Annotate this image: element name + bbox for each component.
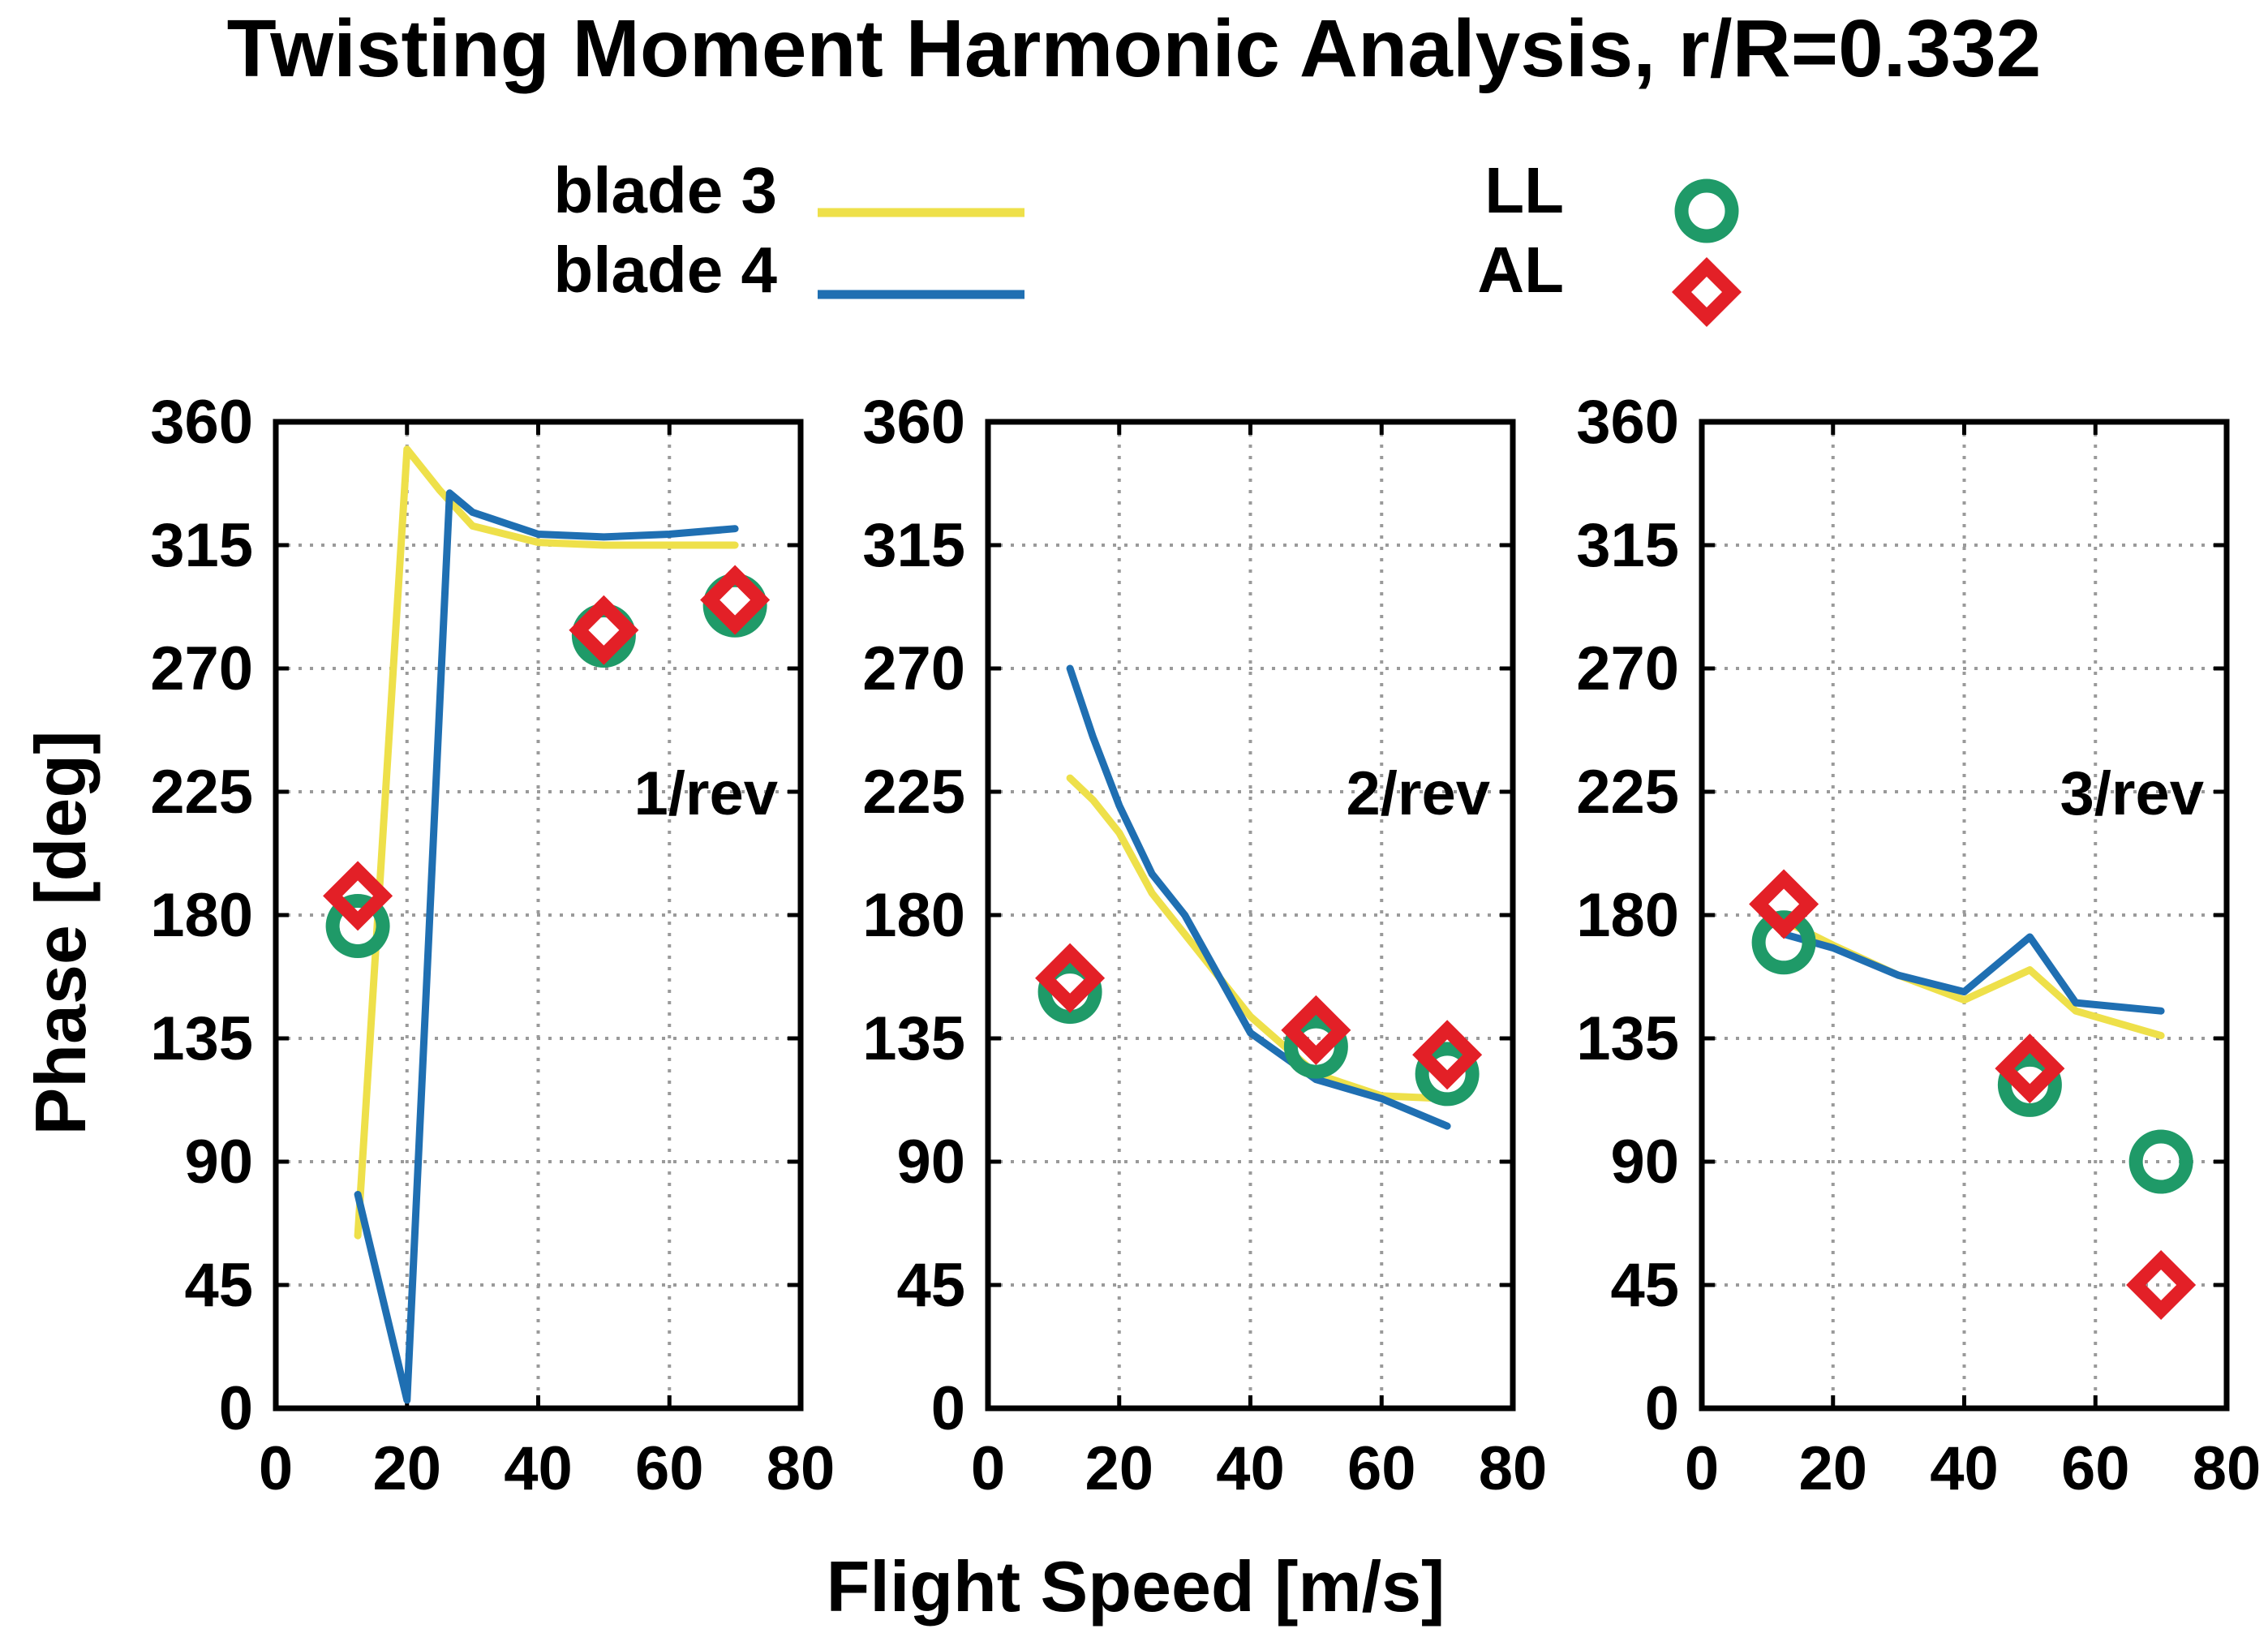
x-tick-label: 0 (971, 1434, 1005, 1503)
y-tick-label: 135 (862, 1004, 965, 1073)
y-tick-label: 315 (862, 511, 965, 580)
y-tick-label: 135 (150, 1004, 253, 1073)
ll-point (1037, 960, 1102, 1025)
al-point (1412, 1020, 1483, 1090)
x-tick-label: 60 (635, 1434, 704, 1503)
y-tick-label: 90 (184, 1128, 253, 1197)
panel-label: 3/rev (2060, 759, 2205, 828)
x-tick-label: 40 (1216, 1434, 1285, 1503)
chart-title: Twisting Moment Harmonic Analysis, r/R=0… (227, 3, 2042, 94)
y-tick-label: 45 (184, 1251, 253, 1320)
x-tick-label: 20 (372, 1434, 441, 1503)
y-tick-label: 0 (1645, 1374, 1679, 1443)
series-line-blade-4 (354, 489, 739, 1404)
x-tick-label: 40 (504, 1434, 573, 1503)
x-tick-label: 40 (1930, 1434, 1999, 1503)
x-axis-label: Flight Speed [m/s] (827, 1546, 1445, 1627)
al-point (1035, 943, 1106, 1013)
y-tick-label: 180 (1576, 881, 1679, 950)
ll-point (1751, 910, 1816, 975)
y-tick-label: 270 (862, 634, 965, 703)
legend-label-al: AL (1477, 234, 1564, 306)
y-tick-label: 360 (862, 388, 965, 457)
al-point (323, 861, 393, 931)
plot-frame (985, 419, 1516, 1412)
al-point (700, 565, 771, 635)
panel-label: 1/rev (634, 759, 779, 828)
legend-marker-al (1671, 256, 1742, 328)
y-tick-label: 0 (219, 1374, 253, 1443)
panel-1: 0 45 90 135 180 225 270 315 360 0 20 40 60 80 1/rev (150, 388, 835, 1503)
ll-point (325, 894, 390, 959)
legend: blade 3 blade 4 LL AL (553, 154, 1742, 328)
ll-point (2128, 1129, 2193, 1194)
ll-point (1283, 1014, 1348, 1079)
x-tick-label: 20 (1085, 1434, 1153, 1503)
y-tick-label: 225 (1576, 758, 1679, 827)
x-tick-label: 0 (1685, 1434, 1719, 1503)
y-tick-label: 270 (1576, 634, 1679, 703)
x-tick-label: 0 (259, 1434, 293, 1503)
y-tick-label: 0 (931, 1374, 965, 1443)
x-tick-label: 20 (1798, 1434, 1867, 1503)
plot-frame (1699, 419, 2230, 1412)
ll-point (1415, 1042, 1480, 1107)
legend-label-blade-4: blade 4 (553, 234, 777, 306)
panels: 0 45 90 135 180 225 270 315 360 0 20 40 60 80 1/rev 0 45… (150, 388, 2261, 1503)
x-tick-label: 80 (1479, 1434, 1548, 1503)
series-line-blade-4 (1780, 930, 2165, 1015)
series-line-blade-3 (1780, 917, 2165, 1040)
al-point (2126, 1249, 2197, 1321)
legend-label-blade-3: blade 3 (553, 154, 777, 226)
panel-2: 0 45 90 135 180 225 270 315 360 0 20 40 60 80 2/rev (862, 388, 1547, 1503)
y-tick-label: 225 (862, 758, 965, 827)
series-line-blade-3 (354, 445, 739, 1240)
al-point (569, 595, 639, 665)
y-tick-label: 135 (1576, 1004, 1679, 1073)
ll-point (1997, 1052, 2062, 1117)
al-point (1995, 1034, 2065, 1104)
x-tick-label: 80 (2193, 1434, 2262, 1503)
y-tick-label: 360 (1576, 388, 1679, 457)
al-point (1749, 869, 1819, 939)
y-tick-label: 45 (1610, 1251, 1679, 1320)
legend-label-ll: LL (1484, 154, 1564, 226)
y-tick-label: 90 (1610, 1128, 1679, 1197)
y-tick-label: 45 (896, 1251, 965, 1320)
plot-frame (273, 419, 804, 1412)
panel-label: 2/rev (1347, 759, 1491, 828)
panel-3: 0 45 90 135 180 225 270 315 360 0 20 40 60 80 3/rev (1576, 388, 2261, 1503)
series-line-blade-4 (1066, 664, 1451, 1130)
y-tick-label: 90 (896, 1128, 965, 1197)
al-point (1281, 995, 1351, 1065)
legend-marker-ll (1674, 178, 1739, 243)
y-axis-label: Phase [deg] (20, 731, 101, 1136)
x-tick-label: 60 (1347, 1434, 1416, 1503)
y-tick-label: 270 (150, 634, 253, 703)
y-tick-label: 315 (150, 511, 253, 580)
y-tick-label: 180 (150, 881, 253, 950)
x-tick-label: 60 (2061, 1434, 2130, 1503)
y-tick-label: 180 (862, 881, 965, 950)
y-tick-label: 315 (1576, 511, 1679, 580)
x-tick-label: 80 (767, 1434, 835, 1503)
y-tick-label: 225 (150, 758, 253, 827)
y-tick-label: 360 (150, 388, 253, 457)
